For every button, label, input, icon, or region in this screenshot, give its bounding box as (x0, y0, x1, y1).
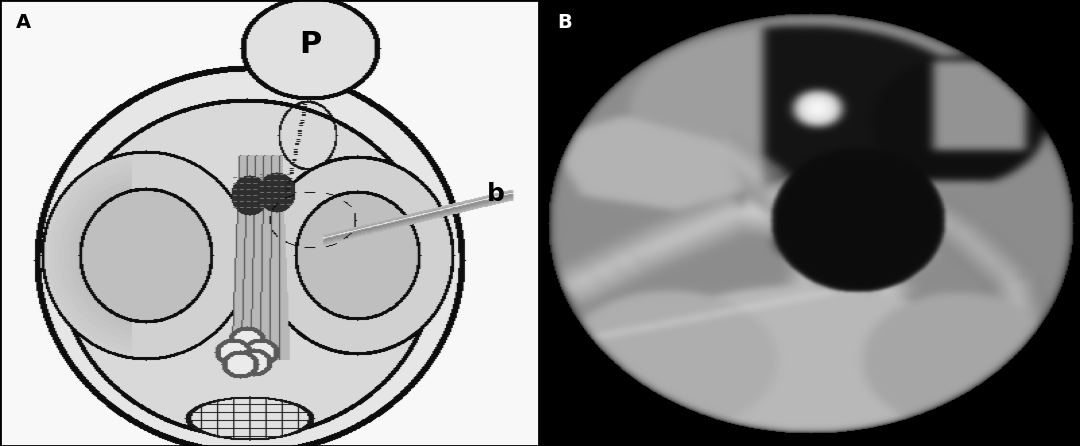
Text: A: A (16, 13, 31, 33)
Text: b: b (487, 182, 504, 206)
Text: P: P (299, 30, 321, 59)
Text: B: B (557, 13, 572, 33)
